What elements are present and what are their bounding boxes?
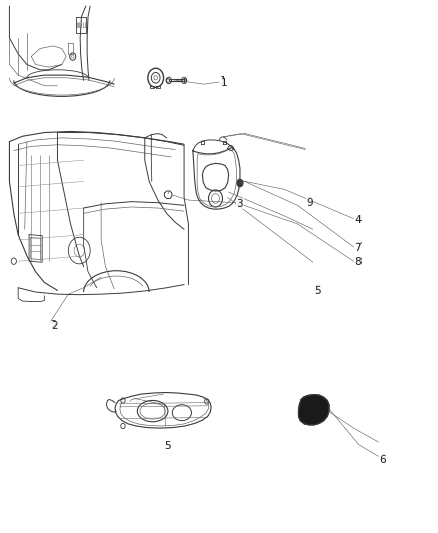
Text: 8: 8 (354, 257, 361, 267)
Text: 5: 5 (314, 286, 321, 295)
Text: 5: 5 (164, 441, 171, 451)
Text: 6: 6 (379, 455, 386, 465)
Circle shape (237, 179, 243, 187)
Text: 8: 8 (355, 257, 362, 266)
Text: 4: 4 (354, 215, 361, 225)
Text: 1: 1 (221, 78, 228, 88)
Polygon shape (298, 394, 329, 425)
Text: 3: 3 (237, 199, 243, 209)
Text: 7: 7 (354, 243, 361, 253)
Text: 9: 9 (306, 198, 313, 208)
Text: 2: 2 (51, 321, 57, 331)
Text: 9: 9 (306, 197, 313, 207)
Text: 7: 7 (355, 243, 362, 252)
Text: 2: 2 (50, 320, 57, 330)
Text: 3: 3 (237, 198, 243, 208)
Text: 4: 4 (355, 215, 362, 225)
Text: 5: 5 (164, 441, 171, 451)
Text: 6: 6 (379, 454, 386, 464)
Text: 5: 5 (314, 286, 321, 296)
Text: 1: 1 (220, 77, 227, 86)
